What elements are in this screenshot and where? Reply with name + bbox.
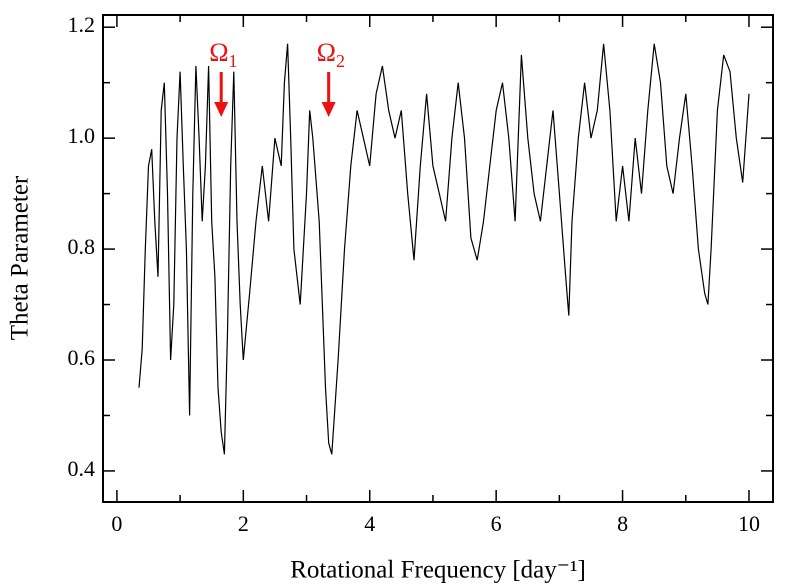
annotation-symbol: Ω <box>317 38 336 67</box>
annotation-label: Ω2 <box>317 38 345 71</box>
x-tick-label: 10 <box>738 511 760 536</box>
annotation-label: Ω1 <box>209 38 237 71</box>
annotation-symbol: Ω <box>209 38 228 67</box>
x-axis-label: Rotational Frequency [day⁻¹] <box>290 557 586 584</box>
annotation-arrow-head <box>321 102 336 117</box>
y-tick-label: 1.2 <box>68 12 96 37</box>
y-tick-label: 1.0 <box>68 123 96 148</box>
x-tick-label: 2 <box>238 511 249 536</box>
x-tick-label: 8 <box>617 511 628 536</box>
x-tick-label: 0 <box>111 511 122 536</box>
plot-frame <box>102 14 774 503</box>
x-tick-label: 4 <box>364 511 375 536</box>
y-axis-label: Theta Parameter <box>7 175 34 340</box>
y-tick-label: 0.4 <box>68 456 96 481</box>
y-tick-label: 0.6 <box>68 345 96 370</box>
y-tick-label: 0.8 <box>68 234 96 259</box>
annotation-subscript: 1 <box>229 51 238 71</box>
x-tick-label: 6 <box>491 511 502 536</box>
data-line <box>138 43 750 455</box>
annotation-arrow-head <box>214 102 229 117</box>
annotation-subscript: 2 <box>336 51 345 71</box>
